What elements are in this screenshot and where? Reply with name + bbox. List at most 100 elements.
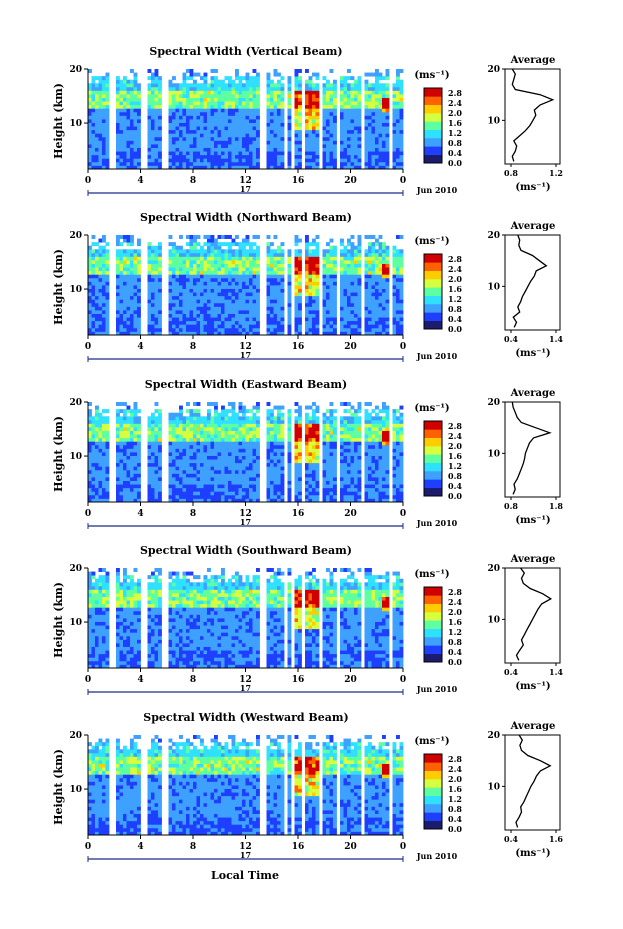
heatmap-cell xyxy=(196,295,201,300)
heatmap-cell xyxy=(252,263,257,268)
heatmap-cell xyxy=(116,140,120,145)
heatmap-cell xyxy=(207,94,211,98)
heatmap-cell xyxy=(350,263,355,268)
heatmap-cell xyxy=(119,402,124,406)
heatmap-cell xyxy=(123,466,127,471)
heatmap-cell xyxy=(133,76,138,81)
heatmap-cell xyxy=(98,462,103,467)
heatmap-cell xyxy=(182,97,187,102)
day-label: 17 xyxy=(240,350,251,360)
heatmap-cell xyxy=(277,165,281,170)
heatmap-cell xyxy=(203,416,208,421)
heatmap-cell xyxy=(256,104,260,109)
heatmap-cell xyxy=(133,140,138,145)
heatmap-cell xyxy=(378,144,383,148)
heatmap-cell xyxy=(329,90,334,95)
heatmap-cell xyxy=(228,324,232,329)
heatmap-cell xyxy=(147,444,152,449)
heatmap-cell xyxy=(179,140,183,145)
heatmap-cell xyxy=(399,111,404,116)
heatmap-cell xyxy=(294,79,299,84)
heatmap-cell xyxy=(224,136,229,141)
heatmap-cell xyxy=(196,119,201,123)
heatmap-cell xyxy=(340,122,344,127)
heatmap-cell xyxy=(326,144,330,148)
heatmap-cell xyxy=(172,126,176,131)
heatmap-cell xyxy=(326,256,330,261)
heatmap-cell xyxy=(95,427,99,431)
heatmap-cell xyxy=(217,498,222,503)
heatmap-cell xyxy=(308,104,313,109)
heatmap-cell xyxy=(102,256,106,261)
heatmap-cell xyxy=(151,267,155,272)
heatmap-cell xyxy=(179,277,183,282)
heatmap-cell xyxy=(266,129,271,134)
heatmap-cell xyxy=(231,147,236,152)
heatmap-cell xyxy=(378,235,383,239)
heatmap-cell xyxy=(378,313,383,318)
heatmap-cell xyxy=(357,165,362,170)
heatmap-cell xyxy=(151,487,155,492)
heatmap-cell xyxy=(88,263,92,268)
heatmap-cell xyxy=(357,249,362,254)
heatmap-cell xyxy=(333,256,337,261)
heatmap-cell xyxy=(105,249,110,254)
heatmap-cell xyxy=(175,274,180,279)
heatmap-cell xyxy=(354,154,358,159)
heatmap-cell xyxy=(147,270,152,275)
heatmap-cell xyxy=(193,154,197,159)
heatmap-cell xyxy=(130,94,134,98)
heatmap-cell xyxy=(130,249,134,254)
heatmap-cell xyxy=(119,129,124,134)
heatmap-cell xyxy=(102,302,106,307)
colorbar-segment xyxy=(424,96,442,105)
heatmap-cell xyxy=(130,86,134,91)
heatmap-cell xyxy=(340,238,344,243)
heatmap-cell xyxy=(179,448,183,453)
heatmap-cell xyxy=(130,306,134,311)
heatmap-cell xyxy=(172,455,176,460)
heatmap-cell xyxy=(151,83,155,88)
heatmap-cell xyxy=(119,140,124,145)
heatmap-cell xyxy=(88,477,92,481)
heatmap-cell xyxy=(151,79,155,84)
heatmap-cell xyxy=(277,119,281,123)
x-tick-label: 4 xyxy=(137,342,143,352)
heatmap-cell xyxy=(217,473,222,478)
heatmap-cell xyxy=(98,484,103,489)
heatmap-cell xyxy=(172,295,176,300)
heatmap-cell xyxy=(333,313,337,318)
heatmap-cell xyxy=(277,267,281,272)
heatmap-cell xyxy=(270,256,274,261)
heatmap-cell xyxy=(189,288,194,293)
heatmap-cell xyxy=(245,129,250,134)
heatmap-cell xyxy=(235,412,239,417)
heatmap-cell xyxy=(189,245,194,250)
heatmap-cell xyxy=(168,147,173,152)
heatmap-cell xyxy=(179,416,183,421)
heatmap-cell xyxy=(203,434,208,439)
heatmap-cell xyxy=(105,452,110,456)
heatmap-cell xyxy=(322,101,327,106)
heatmap-cell xyxy=(130,487,134,492)
heatmap-cell xyxy=(186,274,190,279)
heatmap-cell xyxy=(102,448,106,453)
heatmap-cell xyxy=(172,310,176,314)
heatmap-cell xyxy=(200,317,204,322)
heatmap-cell xyxy=(217,119,222,123)
heatmap-cell xyxy=(340,79,344,84)
heatmap-cell xyxy=(196,126,201,131)
heatmap-cell xyxy=(133,434,138,439)
heatmap-cell xyxy=(375,299,379,304)
heatmap-cell xyxy=(207,498,211,503)
profile-title: Average xyxy=(510,221,556,232)
heatmap-cell xyxy=(193,498,197,503)
heatmap-cell xyxy=(277,331,281,336)
heatmap-cell xyxy=(399,126,404,131)
heatmap-cell xyxy=(200,310,204,314)
heatmap-cell xyxy=(256,245,260,250)
heatmap-cell xyxy=(343,94,348,98)
heatmap-cell xyxy=(294,76,299,81)
heatmap-cell xyxy=(88,441,92,446)
heatmap-cell xyxy=(189,462,194,467)
